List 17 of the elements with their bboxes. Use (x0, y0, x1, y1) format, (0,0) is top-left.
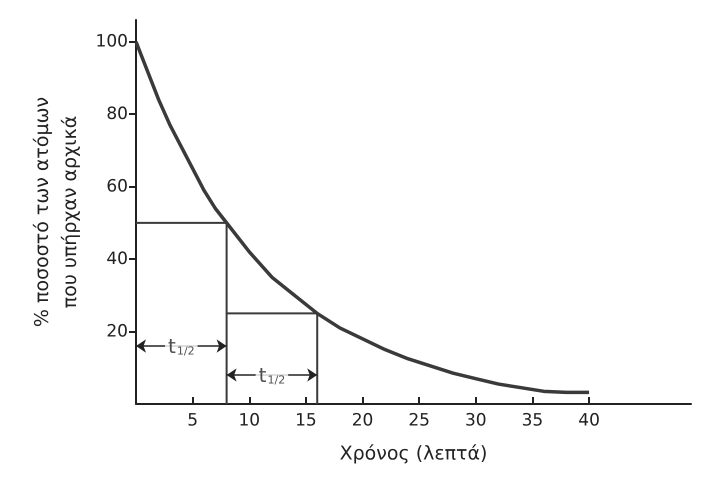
y-tick-label: 20 (106, 322, 128, 342)
y-tick-label: 80 (106, 104, 128, 124)
x-tick-label: 40 (578, 410, 600, 430)
x-tick-label: 10 (238, 410, 260, 430)
x-tick-label: 20 (352, 410, 374, 430)
annotation: t1/2 (258, 363, 286, 388)
annotation: t1/2 (168, 334, 195, 358)
y-tick-label: 60 (106, 176, 128, 197)
x-axis-title: Χρόνος (λεπτά) (340, 442, 488, 464)
x-tick-label: 15 (295, 410, 317, 430)
x-tick-label: 25 (408, 410, 430, 430)
y-axis-title: % ποσοστό των ατόμων που υπήρχαν αρχικά (31, 96, 81, 328)
x-tick-label: 30 (464, 410, 487, 430)
y-tick-label: 40 (106, 249, 128, 270)
x-tick-label: 5 (187, 410, 198, 430)
x-tick-label: 35 (522, 410, 544, 430)
y-tick-label: 100 (96, 32, 128, 52)
